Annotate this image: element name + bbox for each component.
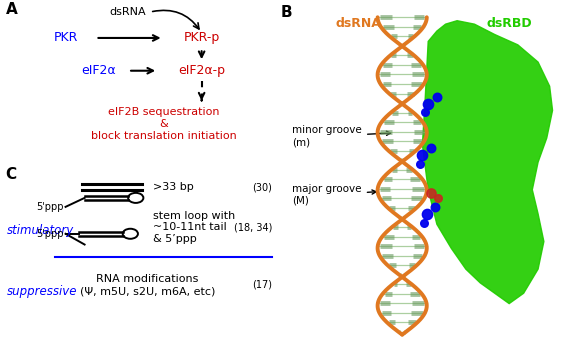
Text: suppressive: suppressive — [7, 285, 78, 298]
Text: C: C — [6, 167, 17, 183]
Text: dsRNA: dsRNA — [336, 17, 382, 30]
Text: (18, 34): (18, 34) — [234, 223, 272, 233]
Point — [422, 211, 431, 217]
Text: (30): (30) — [252, 182, 272, 192]
Text: dsRBD: dsRBD — [486, 17, 532, 30]
Text: B: B — [281, 5, 293, 20]
Point — [424, 101, 433, 106]
Text: A: A — [6, 2, 18, 17]
Text: >33 bp: >33 bp — [153, 182, 193, 192]
Text: dsRNA: dsRNA — [110, 7, 146, 17]
Text: block translation initiation: block translation initiation — [91, 131, 236, 141]
Point — [432, 94, 441, 99]
Point — [426, 190, 435, 196]
Text: (17): (17) — [252, 280, 272, 290]
Polygon shape — [422, 21, 552, 304]
Point — [415, 161, 424, 167]
Point — [421, 109, 430, 115]
Text: eIF2α: eIF2α — [81, 64, 116, 77]
Text: PKR-p: PKR-p — [184, 31, 220, 45]
Text: minor groove
(m): minor groove (m) — [293, 126, 391, 147]
Text: PKR: PKR — [53, 31, 78, 45]
Text: & 5’ppp: & 5’ppp — [153, 234, 196, 244]
Text: RNA modifications: RNA modifications — [96, 274, 198, 284]
Point — [420, 220, 429, 225]
Text: eIF2B sequestration: eIF2B sequestration — [108, 107, 219, 117]
Text: 5'ppp: 5'ppp — [37, 229, 64, 239]
Text: stimulatory: stimulatory — [7, 224, 74, 237]
Point — [431, 204, 440, 210]
Text: 5'ppp: 5'ppp — [37, 202, 64, 212]
Text: stem loop with: stem loop with — [153, 211, 235, 221]
Text: major groove
(M): major groove (M) — [293, 184, 376, 206]
Text: eIF2α-p: eIF2α-p — [178, 64, 225, 77]
Text: &: & — [159, 119, 168, 129]
Point — [434, 196, 443, 201]
Text: ~10-11nt tail: ~10-11nt tail — [153, 223, 226, 233]
Point — [426, 146, 435, 151]
Point — [418, 152, 427, 158]
Text: (Ψ, m5U, s2U, m6A, etc): (Ψ, m5U, s2U, m6A, etc) — [79, 286, 215, 296]
